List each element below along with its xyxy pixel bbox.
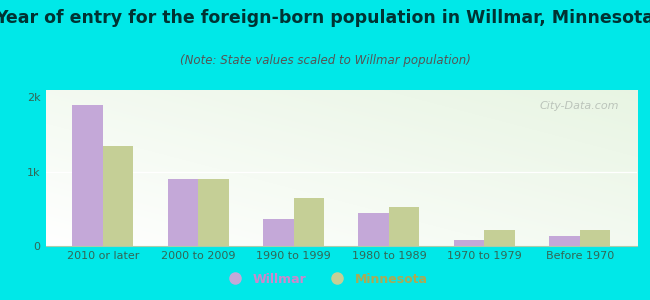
Bar [549, 236, 580, 246]
Text: Year of entry for the foreign-born population in Willmar, Minnesota: Year of entry for the foreign-born popul… [0, 9, 650, 27]
Bar [198, 179, 229, 246]
Bar [72, 105, 103, 246]
Text: City-Data.com: City-Data.com [540, 101, 619, 111]
Text: (Note: State values scaled to Willmar population): (Note: State values scaled to Willmar po… [179, 54, 471, 67]
Bar [389, 207, 419, 246]
Bar [358, 213, 389, 246]
Bar [484, 230, 515, 246]
Bar [263, 218, 294, 246]
Bar [294, 198, 324, 246]
Bar [103, 146, 133, 246]
Bar [454, 240, 484, 246]
Bar [168, 179, 198, 246]
Bar [580, 230, 610, 246]
Legend: Willmar, Minnesota: Willmar, Minnesota [217, 268, 433, 291]
